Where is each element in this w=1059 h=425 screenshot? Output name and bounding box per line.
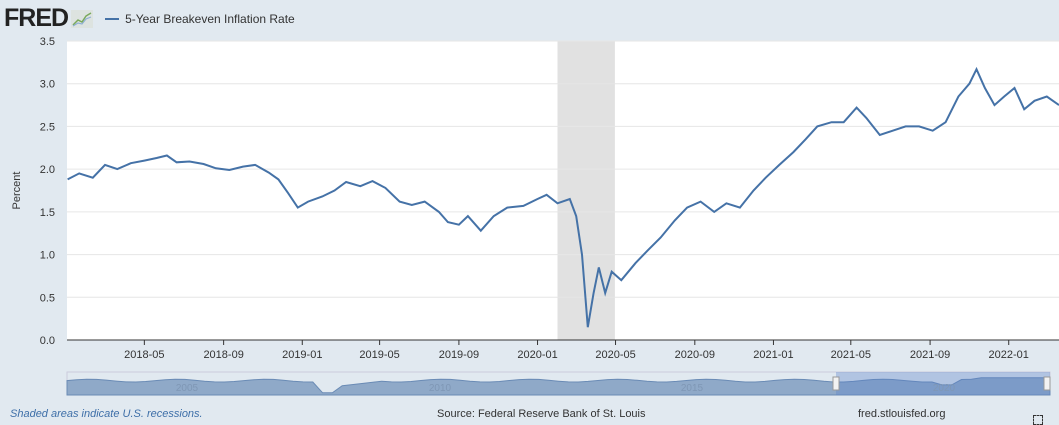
- x-tick-label: 2019-01: [282, 349, 322, 361]
- x-tick-label: 2018-05: [124, 349, 164, 361]
- y-tick-label: 3.5: [40, 36, 55, 48]
- y-tick-label: 2.5: [40, 121, 55, 133]
- navigator-handle[interactable]: [832, 376, 840, 391]
- series-line: [67, 66, 1059, 328]
- x-tick-label: 2021-01: [753, 349, 793, 361]
- y-tick-label: 2.0: [40, 164, 55, 176]
- x-tick-label: 2021-05: [831, 349, 871, 361]
- x-tick-label: 2020-05: [595, 349, 635, 361]
- y-tick-label: 0.5: [40, 292, 55, 304]
- y-axis-label: Percent: [11, 172, 23, 210]
- x-tick-label: 2019-09: [439, 349, 479, 361]
- navigator-label: 2015: [681, 383, 704, 394]
- navigator-series: [66, 377, 1051, 396]
- y-tick-label: 1.0: [40, 250, 55, 262]
- x-tick-label: 2020-09: [675, 349, 715, 361]
- source-text: Source: Federal Reserve Bank of St. Loui…: [437, 408, 646, 420]
- legend-item[interactable]: 5-Year Breakeven Inflation Rate: [105, 12, 295, 26]
- x-tick-label: 2022-01: [989, 349, 1029, 361]
- x-tick-label: 2020-01: [517, 349, 557, 361]
- x-tick-label: 2018-09: [203, 349, 243, 361]
- site-link[interactable]: fred.stlouisfed.org: [858, 408, 946, 420]
- fullscreen-icon[interactable]: [1033, 415, 1043, 425]
- fred-graph-icon: [71, 9, 94, 28]
- x-tick-label: 2019-05: [359, 349, 399, 361]
- x-tick-label: 2021-09: [910, 349, 950, 361]
- navigator-selection: [836, 372, 1050, 395]
- y-tick-label: 3.0: [40, 79, 55, 91]
- navigator-label: 2010: [429, 383, 452, 394]
- y-tick-label: 0.0: [40, 335, 55, 347]
- fred-logo[interactable]: FRED: [4, 4, 69, 32]
- chart-header: FRED 5-Year Breakeven Inflation Rate: [4, 4, 295, 33]
- navigator-handle[interactable]: [1043, 376, 1051, 391]
- y-tick-label: 1.5: [40, 207, 55, 219]
- recession-note: Shaded areas indicate U.S. recessions.: [10, 408, 203, 420]
- navigator-label: 2005: [176, 383, 199, 394]
- navigator-label: 2020: [933, 383, 956, 394]
- legend-label: 5-Year Breakeven Inflation Rate: [125, 11, 295, 26]
- legend-swatch: [105, 17, 120, 20]
